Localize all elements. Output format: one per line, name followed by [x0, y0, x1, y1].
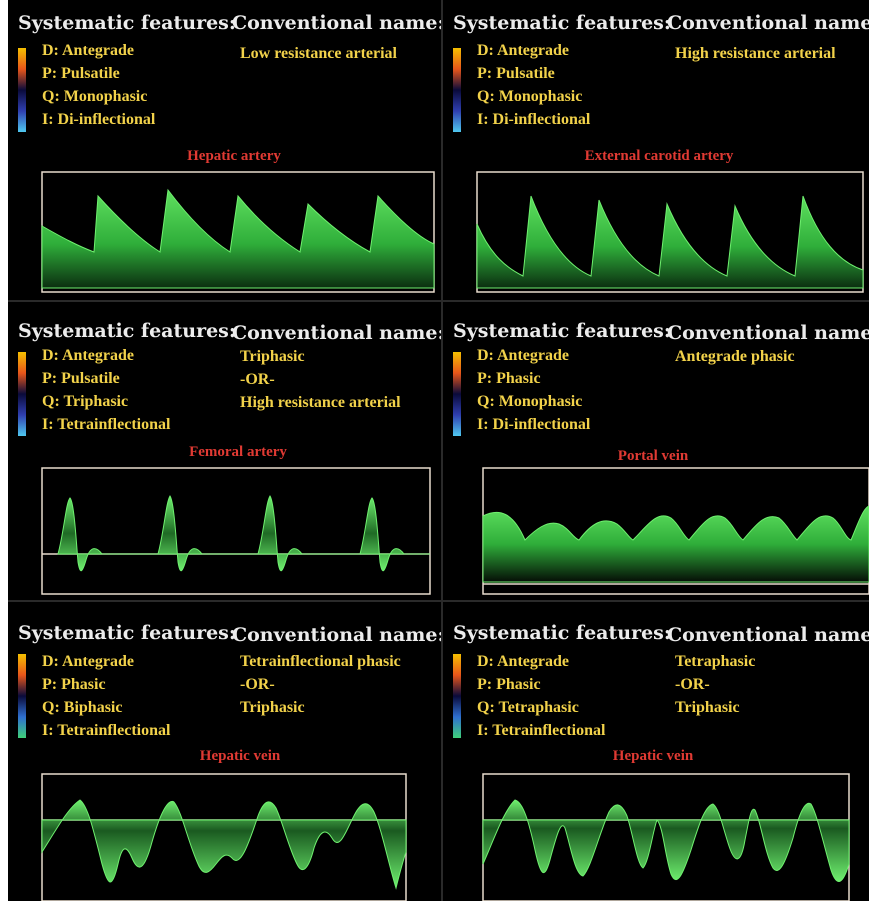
feature-pulsatility: P: Phasic — [477, 676, 541, 693]
vessel-name: Femoral artery — [189, 444, 287, 460]
feature-direction: D: Antegrade — [42, 347, 134, 364]
waveform-graphic — [41, 171, 435, 293]
feature-phasicity: Q: Biphasic — [42, 699, 123, 716]
feature-inflection: I: Di-inflectional — [477, 416, 591, 433]
conventional-name-line: -OR- — [675, 676, 710, 693]
systematic-features-heading: Systematic features: — [18, 622, 236, 644]
waveform-figure: Systematic features: Conventional name: … — [8, 0, 869, 901]
panel-hepatic-vein-tetraphasic: Systematic features: Conventional name: … — [443, 602, 869, 901]
conventional-name-line: Low resistance arterial — [240, 45, 397, 62]
conventional-name-heading: Conventional name: — [667, 12, 869, 34]
waveform-trace — [57, 495, 430, 572]
conventional-name-heading: Conventional name: — [667, 322, 869, 344]
feature-pulsatility: P: Phasic — [477, 370, 541, 387]
waveform-graphic — [482, 773, 850, 901]
panel-portal-vein: Systematic features: Conventional name: … — [443, 302, 869, 600]
feature-pulsatility: P: Phasic — [42, 676, 106, 693]
waveform-trace — [482, 799, 850, 882]
feature-direction: D: Antegrade — [477, 653, 569, 670]
feature-direction: D: Antegrade — [477, 42, 569, 59]
conventional-name-line: Triphasic — [675, 699, 740, 716]
conventional-name-heading: Conventional name: — [232, 624, 441, 646]
waveform-trace — [482, 505, 869, 583]
color-scale-bar — [453, 352, 461, 436]
feature-phasicity: Q: Monophasic — [477, 393, 583, 410]
conventional-name-line: Tetrainflectional phasic — [240, 653, 401, 670]
panel-hepatic-vein-biphasic: Systematic features: Conventional name: … — [8, 602, 441, 901]
feature-pulsatility: P: Pulsatile — [42, 65, 120, 82]
conventional-name-line: Antegrade phasic — [675, 348, 795, 365]
feature-inflection: I: Di-inflectional — [42, 111, 156, 128]
vessel-name: Hepatic artery — [187, 148, 281, 164]
vessel-name: Hepatic vein — [612, 748, 694, 764]
panel-external-carotid-artery: Systematic features: Conventional name: … — [443, 0, 869, 300]
feature-direction: D: Antegrade — [42, 42, 134, 59]
color-scale-bar — [453, 654, 461, 738]
row-divider — [8, 600, 869, 602]
feature-phasicity: Q: Monophasic — [42, 88, 148, 105]
waveform-trace — [41, 188, 435, 289]
color-scale-bar — [18, 352, 26, 436]
feature-pulsatility: P: Pulsatile — [42, 370, 120, 387]
vessel-name: External carotid artery — [584, 148, 734, 164]
conventional-name-heading: Conventional name: — [232, 12, 441, 34]
color-scale-bar — [18, 48, 26, 132]
conventional-name-line: Triphasic — [240, 348, 305, 365]
systematic-features-heading: Systematic features: — [18, 12, 236, 34]
waveform-graphic — [482, 467, 869, 595]
systematic-features-heading: Systematic features: — [453, 622, 671, 644]
conventional-name-line: -OR- — [240, 371, 275, 388]
conventional-name-line: High resistance arterial — [240, 394, 401, 411]
feature-phasicity: Q: Tetraphasic — [477, 699, 579, 716]
conventional-name-line: High resistance arterial — [675, 45, 836, 62]
column-divider — [441, 0, 443, 901]
feature-inflection: I: Tetrainflectional — [42, 416, 171, 433]
vessel-name: Hepatic vein — [199, 748, 281, 764]
color-scale-bar — [18, 654, 26, 738]
systematic-features-heading: Systematic features: — [453, 320, 671, 342]
conventional-name-heading: Conventional name: — [667, 624, 869, 646]
conventional-name-line: Triphasic — [240, 699, 305, 716]
systematic-features-heading: Systematic features: — [453, 12, 671, 34]
waveform-graphic — [476, 171, 864, 293]
waveform-trace — [41, 799, 407, 890]
conventional-name-line: Tetraphasic — [675, 653, 756, 670]
feature-inflection: I: Tetrainflectional — [42, 722, 171, 739]
feature-inflection: I: Tetrainflectional — [477, 722, 606, 739]
feature-inflection: I: Di-inflectional — [477, 111, 591, 128]
conventional-name-heading: Conventional name: — [232, 322, 441, 344]
waveform-graphic — [41, 467, 431, 595]
waveform-trace — [476, 195, 864, 289]
panel-hepatic-artery: Systematic features: Conventional name: … — [8, 0, 441, 300]
row-divider — [8, 300, 869, 302]
feature-phasicity: Q: Monophasic — [477, 88, 583, 105]
systematic-features-heading: Systematic features: — [18, 320, 236, 342]
waveform-frame — [41, 467, 431, 595]
waveform-graphic — [41, 773, 407, 901]
feature-phasicity: Q: Triphasic — [42, 393, 129, 410]
conventional-name-line: -OR- — [240, 676, 275, 693]
color-scale-bar — [453, 48, 461, 132]
feature-direction: D: Antegrade — [42, 653, 134, 670]
feature-pulsatility: P: Pulsatile — [477, 65, 555, 82]
panel-femoral-artery: Systematic features: Conventional name: … — [8, 302, 441, 600]
feature-direction: D: Antegrade — [477, 347, 569, 364]
vessel-name: Portal vein — [617, 448, 689, 464]
